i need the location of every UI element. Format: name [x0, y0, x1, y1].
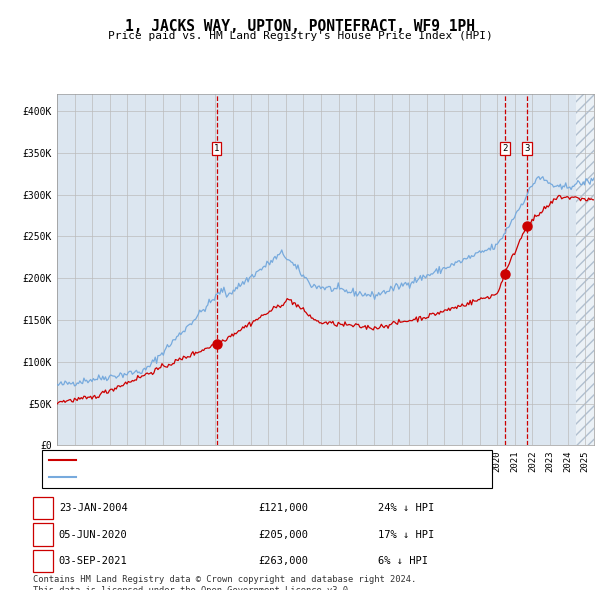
- Text: 05-JUN-2020: 05-JUN-2020: [59, 530, 128, 539]
- Text: 1, JACKS WAY, UPTON, PONTEFRACT, WF9 1PH: 1, JACKS WAY, UPTON, PONTEFRACT, WF9 1PH: [125, 19, 475, 34]
- Text: Contains HM Land Registry data © Crown copyright and database right 2024.
This d: Contains HM Land Registry data © Crown c…: [33, 575, 416, 590]
- Text: 3: 3: [40, 556, 46, 566]
- Text: 03-SEP-2021: 03-SEP-2021: [59, 556, 128, 566]
- Text: 6% ↓ HPI: 6% ↓ HPI: [378, 556, 428, 566]
- Text: 3: 3: [524, 144, 529, 153]
- Text: 1: 1: [214, 144, 219, 153]
- Text: 2: 2: [502, 144, 508, 153]
- Text: HPI: Average price, detached house, Wakefield: HPI: Average price, detached house, Wake…: [82, 472, 347, 482]
- Text: 1: 1: [40, 503, 46, 513]
- Text: 1, JACKS WAY, UPTON, PONTEFRACT, WF9 1PH (detached house): 1, JACKS WAY, UPTON, PONTEFRACT, WF9 1PH…: [82, 455, 417, 466]
- Text: 17% ↓ HPI: 17% ↓ HPI: [378, 530, 434, 539]
- Text: 24% ↓ HPI: 24% ↓ HPI: [378, 503, 434, 513]
- Text: £121,000: £121,000: [258, 503, 308, 513]
- Text: Price paid vs. HM Land Registry's House Price Index (HPI): Price paid vs. HM Land Registry's House …: [107, 31, 493, 41]
- Text: £263,000: £263,000: [258, 556, 308, 566]
- Bar: [577, 94, 594, 445]
- Text: 23-JAN-2004: 23-JAN-2004: [59, 503, 128, 513]
- Bar: [577, 94, 594, 445]
- Text: 2: 2: [40, 530, 46, 539]
- Text: £205,000: £205,000: [258, 530, 308, 539]
